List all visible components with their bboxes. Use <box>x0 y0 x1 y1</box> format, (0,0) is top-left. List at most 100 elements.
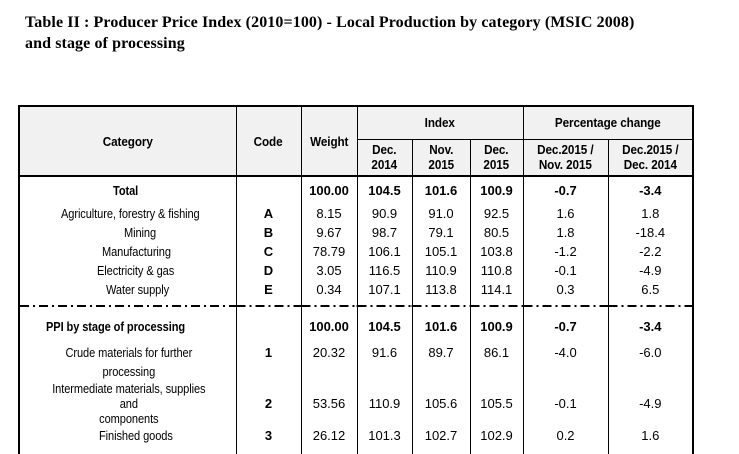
table-header: Category Code Weight Index Percentage ch… <box>18 105 694 177</box>
weight-cell: 8.15 <box>300 204 358 223</box>
chg-yoy-cell: -4.9 <box>607 261 694 280</box>
header-weight: Weight <box>300 105 358 177</box>
table-row-crude-materials: Crude materials for further processing 1… <box>18 343 694 381</box>
index-nov2015-cell: 105.1 <box>411 242 471 261</box>
table-row-mining: Mining B 9.67 98.7 79.1 80.5 1.8 -18.4 <box>18 223 694 242</box>
bottom-filler-row <box>18 445 694 454</box>
chg-mom-cell: -0.1 <box>522 381 609 426</box>
index-nov2015-cell: 79.1 <box>411 223 471 242</box>
weight-cell: 20.32 <box>300 343 358 381</box>
index-dec2014-cell: 110.9 <box>356 381 413 426</box>
weight-cell: 53.56 <box>300 381 358 426</box>
dashed-divider <box>18 305 694 307</box>
category-label: Manufacturing <box>102 244 172 259</box>
index-dec2014-cell: 104.5 <box>356 175 413 204</box>
category-label: Total <box>112 183 139 198</box>
chg-mom-cell: -0.7 <box>522 307 609 343</box>
header-dec2015: Dec. 2015 <box>469 138 524 177</box>
category-label: Intermediate materials, supplies and com… <box>52 381 206 426</box>
index-dec2015-cell: 110.8 <box>469 261 524 280</box>
index-dec2014-cell: 116.5 <box>356 261 413 280</box>
index-nov2015-cell: 110.9 <box>411 261 471 280</box>
category-cell: Crude materials for further processing <box>18 343 237 381</box>
chg-mom-cell: 0.2 <box>522 426 609 445</box>
code-cell: C <box>235 242 302 261</box>
chg-yoy-cell: -2.2 <box>607 242 694 261</box>
index-nov2015-cell: 102.7 <box>411 426 471 445</box>
chg-yoy-cell: -3.4 <box>607 175 694 204</box>
code-cell: B <box>235 223 302 242</box>
chg-yoy-cell: -3.4 <box>607 307 694 343</box>
chg-mom-cell: 0.3 <box>522 280 609 299</box>
category-cell: PPI by stage of processing <box>18 307 237 343</box>
table-row-ppi-stage: PPI by stage of processing 100.00 104.5 … <box>18 307 694 343</box>
code-cell <box>235 175 302 204</box>
index-dec2015-cell: 100.9 <box>469 175 524 204</box>
chg-yoy-cell: 6.5 <box>607 280 694 299</box>
category-cell: Manufacturing <box>18 242 237 261</box>
chg-mom-cell: 1.6 <box>522 204 609 223</box>
chg-yoy-cell: 1.6 <box>607 426 694 445</box>
index-dec2014-cell: 90.9 <box>356 204 413 223</box>
header-nov2015: Nov. 2015 <box>411 138 471 177</box>
table-row-manufacturing: Manufacturing C 78.79 106.1 105.1 103.8 … <box>18 242 694 261</box>
chg-mom-cell: -0.1 <box>522 261 609 280</box>
index-dec2014-cell: 104.5 <box>356 307 413 343</box>
category-label: Mining <box>123 225 156 240</box>
header-row-periods: Dec. 2014 Nov. 2015 Dec. 2015 Dec.2015 /… <box>19 138 694 177</box>
index-dec2014-cell: 101.3 <box>356 426 413 445</box>
index-dec2015-cell: 103.8 <box>469 242 524 261</box>
table-row-agriculture: Agriculture, forestry & fishing A 8.15 9… <box>18 204 694 223</box>
code-cell: 1 <box>235 343 302 381</box>
index-nov2015-cell: 105.6 <box>411 381 471 426</box>
category-label: Water supply <box>105 282 169 297</box>
index-dec2015-cell: 100.9 <box>469 307 524 343</box>
category-cell: Electricity & gas <box>18 261 237 280</box>
index-nov2015-cell: 113.8 <box>411 280 471 299</box>
header-code: Code <box>235 105 302 177</box>
index-dec2014-cell: 98.7 <box>356 223 413 242</box>
category-label: Crude materials for further processing <box>65 345 193 379</box>
index-dec2014-cell: 106.1 <box>356 242 413 261</box>
chg-yoy-cell: 1.8 <box>607 204 694 223</box>
table-row-water: Water supply E 0.34 107.1 113.8 114.1 0.… <box>18 280 694 299</box>
category-cell: Finished goods <box>18 426 237 445</box>
table-row-total: Total 100.00 104.5 101.6 100.9 -0.7 -3.4 <box>18 175 694 204</box>
table-row-finished-goods: Finished goods 3 26.12 101.3 102.7 102.9… <box>18 426 694 445</box>
header-index-group: Index <box>356 105 524 140</box>
ppi-table: Category Code Weight Index Percentage ch… <box>18 105 695 454</box>
page-title: Table II : Producer Price Index (2010=10… <box>25 14 635 52</box>
category-label: Finished goods <box>99 428 174 443</box>
chg-yoy-cell: -4.9 <box>607 381 694 426</box>
spacer-row <box>18 299 694 305</box>
header-dec2014: Dec. 2014 <box>356 138 413 177</box>
index-nov2015-cell: 101.6 <box>411 175 471 204</box>
category-cell: Mining <box>18 223 237 242</box>
chg-mom-cell: -4.0 <box>522 343 609 381</box>
index-dec2015-cell: 105.5 <box>469 381 524 426</box>
index-dec2015-cell: 114.1 <box>469 280 524 299</box>
category-label: Agriculture, forestry & fishing <box>61 206 200 221</box>
index-nov2015-cell: 101.6 <box>411 307 471 343</box>
category-cell: Agriculture, forestry & fishing <box>18 204 237 223</box>
weight-cell: 100.00 <box>300 307 358 343</box>
chg-mom-cell: 1.8 <box>522 223 609 242</box>
header-chg-yoy: Dec.2015 / Dec. 2014 <box>607 138 694 177</box>
header-row-groups: Category Code Weight Index Percentage ch… <box>18 105 694 177</box>
index-dec2014-cell: 91.6 <box>356 343 413 381</box>
index-dec2015-cell: 102.9 <box>469 426 524 445</box>
header-category: Category <box>18 105 237 177</box>
weight-cell: 9.67 <box>300 223 358 242</box>
table-row-intermediate-materials: Intermediate materials, supplies and com… <box>18 381 694 426</box>
category-cell: Total <box>18 175 237 204</box>
category-label: Electricity & gas <box>97 263 175 278</box>
table-row-electricity: Electricity & gas D 3.05 116.5 110.9 110… <box>18 261 694 280</box>
index-dec2015-cell: 86.1 <box>469 343 524 381</box>
category-cell: Water supply <box>18 280 237 299</box>
code-cell <box>235 307 302 343</box>
code-cell: D <box>235 261 302 280</box>
weight-cell: 26.12 <box>300 426 358 445</box>
weight-cell: 100.00 <box>300 175 358 204</box>
code-cell: E <box>235 280 302 299</box>
